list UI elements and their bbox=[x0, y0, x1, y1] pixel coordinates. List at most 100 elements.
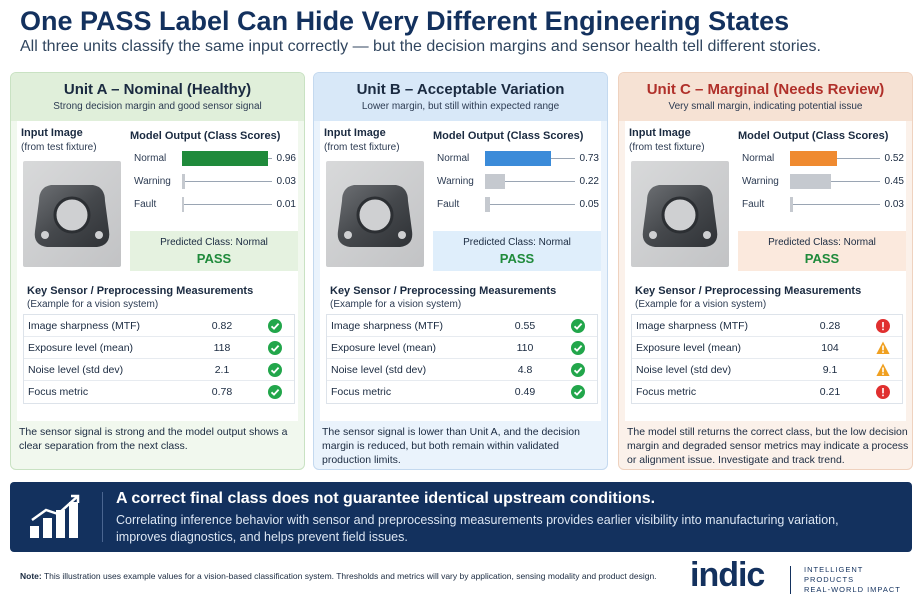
measurement-row: Focus metric 0.21 bbox=[632, 381, 902, 403]
banner-title: A correct final class does not guarantee… bbox=[116, 490, 656, 507]
check-icon bbox=[571, 385, 585, 399]
score-value: 0.73 bbox=[579, 153, 599, 164]
unit-footer-text: The model still returns the correct clas… bbox=[627, 426, 909, 466]
measurement-value: 104 bbox=[821, 342, 839, 354]
score-class-name: Warning bbox=[437, 176, 474, 187]
measurements-table: Image sharpness (MTF) 0.82 Exposure level … bbox=[23, 314, 295, 404]
measurement-name: Image sharpness (MTF) bbox=[331, 320, 444, 332]
score-bar bbox=[790, 197, 793, 212]
tagline-line-1: INTELLIGENT bbox=[804, 565, 864, 574]
score-value: 0.03 bbox=[276, 176, 296, 187]
score-row-normal: Normal 0.73 bbox=[433, 151, 601, 167]
measurement-value: 110 bbox=[516, 342, 534, 354]
measurements-sublabel: (Example for a vision system) bbox=[27, 299, 159, 310]
input-image-label: Input Image bbox=[629, 127, 691, 139]
error-icon bbox=[876, 385, 890, 399]
score-axis-line bbox=[485, 204, 575, 205]
measurement-row: Image sharpness (MTF) 0.28 bbox=[632, 315, 902, 337]
unit-title: Unit B – Acceptable Variation bbox=[356, 81, 565, 98]
measurement-value: 4.8 bbox=[517, 364, 533, 376]
score-value: 0.22 bbox=[579, 176, 599, 187]
score-class-name: Normal bbox=[437, 153, 470, 164]
measurement-name: Exposure level (mean) bbox=[636, 342, 742, 354]
score-value: 0.96 bbox=[276, 153, 296, 164]
unit-footer-text: The sensor signal is lower than Unit A, … bbox=[322, 426, 580, 466]
score-row-fault: Fault 0.05 bbox=[433, 197, 601, 213]
measurement-row: Exposure level (mean) 104 bbox=[632, 337, 902, 359]
unit-subtitle: Lower margin, but still within expected … bbox=[361, 101, 560, 112]
logo-divider bbox=[790, 566, 791, 594]
pass-result: PASS bbox=[196, 251, 232, 266]
model-output-label: Model Output (Class Scores) bbox=[433, 130, 584, 142]
score-class-name: Fault bbox=[742, 199, 765, 210]
prediction-box: Predicted Class: Normal PASS bbox=[738, 231, 906, 271]
bar-chart-trend-icon bbox=[30, 494, 80, 538]
unit-b-panel: Unit B – Acceptable Variation Lower margi… bbox=[313, 72, 608, 470]
score-row-warning: Warning 0.22 bbox=[433, 174, 601, 190]
score-bar bbox=[485, 174, 505, 189]
measurement-row: Exposure level (mean) 118 bbox=[24, 337, 294, 359]
score-axis-line bbox=[182, 181, 272, 182]
check-icon bbox=[571, 341, 585, 355]
unit-title: Unit A – Nominal (Healthy) bbox=[63, 81, 252, 98]
brand-tagline: INTELLIGENT PRODUCTS REAL-WORLD IMPACT bbox=[804, 565, 901, 595]
measurement-row: Noise level (std dev) 2.1 bbox=[24, 359, 294, 381]
measurement-name: Exposure level (mean) bbox=[331, 342, 437, 354]
error-icon bbox=[876, 319, 890, 333]
footnote-label: Note: bbox=[20, 571, 42, 581]
score-value: 0.03 bbox=[884, 199, 904, 210]
prediction-box: Predicted Class: Normal PASS bbox=[130, 231, 298, 271]
unit-a-panel: Unit A – Nominal (Healthy) Strong decisio… bbox=[10, 72, 305, 470]
score-row-normal: Normal 0.52 bbox=[738, 151, 906, 167]
model-output-label: Model Output (Class Scores) bbox=[130, 130, 281, 142]
input-image-sublabel: (from test fixture) bbox=[21, 142, 97, 153]
unit-subtitle: Strong decision margin and good sensor s… bbox=[53, 101, 262, 112]
score-axis-line bbox=[790, 204, 880, 205]
score-value: 0.52 bbox=[884, 153, 904, 164]
measurement-row: Noise level (std dev) 9.1 bbox=[632, 359, 902, 381]
score-bar bbox=[182, 174, 185, 189]
model-output-label: Model Output (Class Scores) bbox=[738, 130, 889, 142]
measurement-name: Noise level (std dev) bbox=[331, 364, 427, 376]
footnote-text: This illustration uses example values fo… bbox=[41, 571, 657, 581]
measurement-name: Noise level (std dev) bbox=[636, 364, 732, 376]
summary-banner: A correct final class does not guarantee… bbox=[10, 482, 912, 552]
score-class-name: Warning bbox=[742, 176, 779, 187]
unit-title: Unit C – Marginal (Needs Review) bbox=[646, 81, 885, 98]
unit-body: Input Image (from test fixture) Model Outp… bbox=[17, 121, 298, 421]
score-row-warning: Warning 0.03 bbox=[130, 174, 298, 190]
score-class-name: Fault bbox=[134, 199, 157, 210]
banner-text: Correlating inference behavior with sens… bbox=[116, 513, 839, 544]
score-class-name: Fault bbox=[437, 199, 460, 210]
measurements-sublabel: (Example for a vision system) bbox=[330, 299, 462, 310]
measurement-value: 0.21 bbox=[819, 386, 841, 398]
check-icon bbox=[268, 341, 282, 355]
tagline-line-2: PRODUCTS bbox=[804, 575, 855, 584]
check-icon bbox=[268, 385, 282, 399]
page-subtitle: All three units classify the same input … bbox=[20, 38, 821, 55]
unit-header: Unit B – Acceptable Variation Lower margi… bbox=[314, 73, 607, 121]
score-bar bbox=[182, 151, 268, 166]
unit-subtitle: Very small margin, indicating potential … bbox=[668, 101, 863, 112]
check-icon bbox=[571, 363, 585, 377]
measurement-value: 0.82 bbox=[211, 320, 233, 332]
measurement-value: 0.49 bbox=[514, 386, 536, 398]
pass-result: PASS bbox=[499, 251, 535, 266]
measurement-name: Focus metric bbox=[331, 386, 392, 398]
measurement-row: Noise level (std dev) 4.8 bbox=[327, 359, 597, 381]
measurement-value: 0.55 bbox=[514, 320, 536, 332]
unit-header: Unit C – Marginal (Needs Review) Very sma… bbox=[619, 73, 912, 121]
score-row-fault: Fault 0.01 bbox=[130, 197, 298, 213]
metal-bracket-image bbox=[34, 185, 110, 247]
check-icon bbox=[268, 319, 282, 333]
predicted-class: Predicted Class: Normal bbox=[463, 237, 571, 248]
measurement-name: Image sharpness (MTF) bbox=[28, 320, 141, 332]
measurements-label: Key Sensor / Preprocessing Measurements bbox=[330, 285, 557, 297]
metal-bracket-image bbox=[642, 185, 718, 247]
unit-header: Unit A – Nominal (Healthy) Strong decisio… bbox=[11, 73, 304, 121]
tagline-line-3: REAL-WORLD IMPACT bbox=[804, 585, 901, 594]
score-bar bbox=[182, 197, 184, 212]
measurements-table: Image sharpness (MTF) 0.55 Exposure level … bbox=[326, 314, 598, 404]
pass-result: PASS bbox=[804, 251, 840, 266]
measurement-row: Focus metric 0.49 bbox=[327, 381, 597, 403]
